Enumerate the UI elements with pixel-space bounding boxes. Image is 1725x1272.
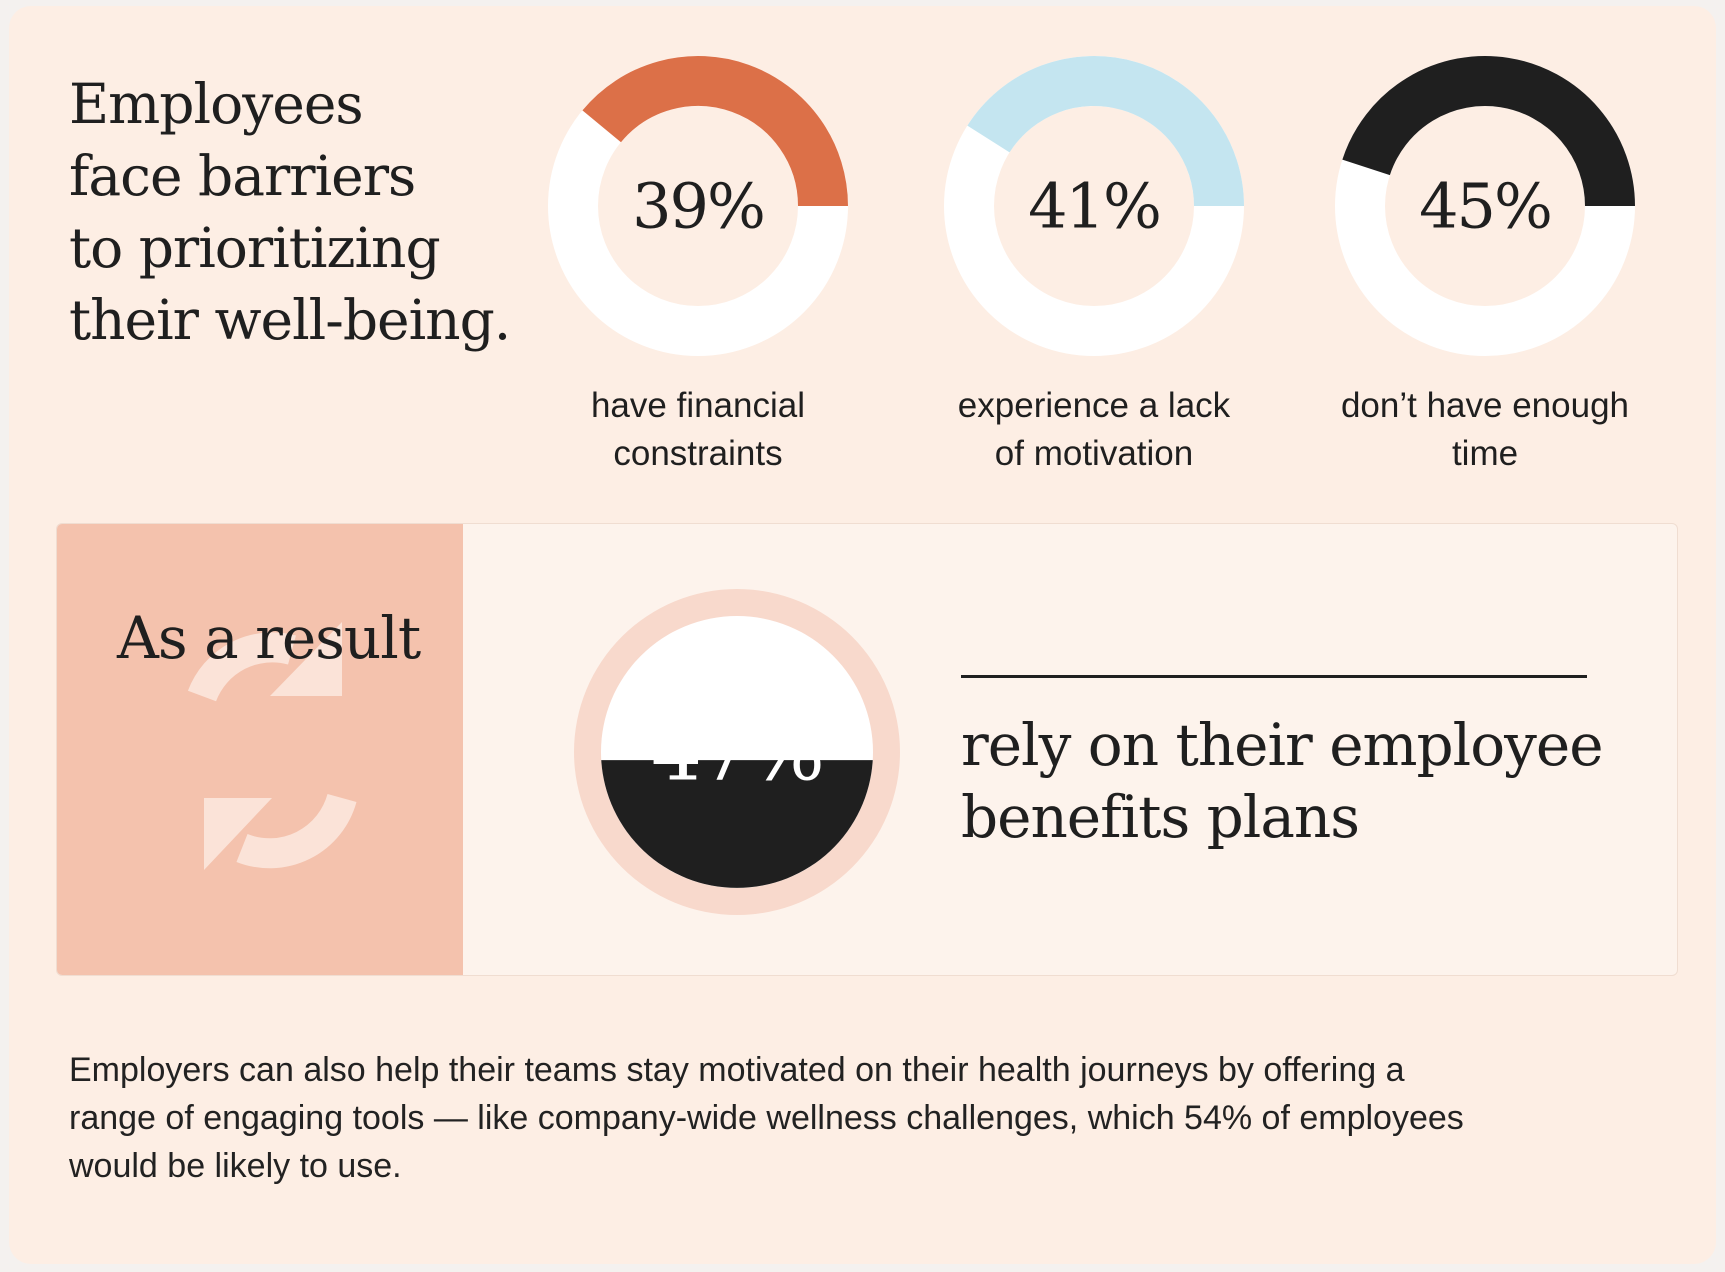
footer-line: would be likely to use.	[69, 1147, 402, 1185]
result-divider	[961, 675, 1587, 678]
donut-value-time: 45%	[1419, 170, 1551, 243]
result-text-line: rely on their employee	[961, 711, 1604, 779]
result-panel-accent: As a result	[57, 524, 463, 975]
donut-label-line: experience a lack	[957, 386, 1231, 425]
headline-line: their well-being.	[69, 288, 511, 352]
donut-label-line: have financial	[590, 386, 806, 425]
result-gauge: 47%	[574, 589, 900, 915]
headline-line: to prioritizing	[69, 216, 441, 280]
donut-label-line: of motivation	[994, 434, 1194, 473]
headline-line: face barriers	[69, 144, 416, 208]
infographic-card: Employees face barriers to prioritizing …	[9, 6, 1716, 1264]
result-text: rely on their employee benefits plans	[961, 709, 1621, 853]
donut-value-financial: 39%	[632, 170, 764, 243]
footer-line: range of engaging tools — like company-w…	[69, 1099, 1464, 1137]
donut-label-line: constraints	[613, 434, 783, 473]
donut-label-time: don’t have enough time	[1315, 382, 1655, 478]
headline: Employees face barriers to prioritizing …	[69, 68, 549, 356]
result-text-line: benefits plans	[961, 783, 1360, 851]
donut-value-motivation: 41%	[1028, 170, 1160, 243]
donut-chart-financial: 39%	[548, 56, 848, 356]
refresh-icon	[187, 622, 357, 870]
donut-arc-financial	[582, 56, 848, 207]
donut-label-motivation: experience a lack of motivation	[924, 382, 1264, 478]
donut-chart-motivation: 41%	[944, 56, 1244, 356]
result-value: 47%	[651, 706, 823, 799]
donut-label-financial: have financial constraints	[528, 382, 868, 478]
result-gauge-fill	[601, 760, 873, 888]
donut-chart-time: 45%	[1335, 56, 1635, 356]
headline-line: Employees	[69, 72, 364, 136]
result-title: As a result	[117, 604, 421, 672]
footer-paragraph: Employers can also help their teams stay…	[69, 1046, 1629, 1190]
donut-label-line: don’t have enough	[1340, 386, 1630, 425]
donut-label-line: time	[1451, 434, 1519, 473]
donut-arc-motivation	[967, 56, 1244, 207]
donut-arc-time	[1342, 56, 1635, 207]
result-panel: As a result 47% rely on their employee b…	[56, 523, 1678, 976]
footer-line: Employers can also help their teams stay…	[69, 1051, 1405, 1089]
